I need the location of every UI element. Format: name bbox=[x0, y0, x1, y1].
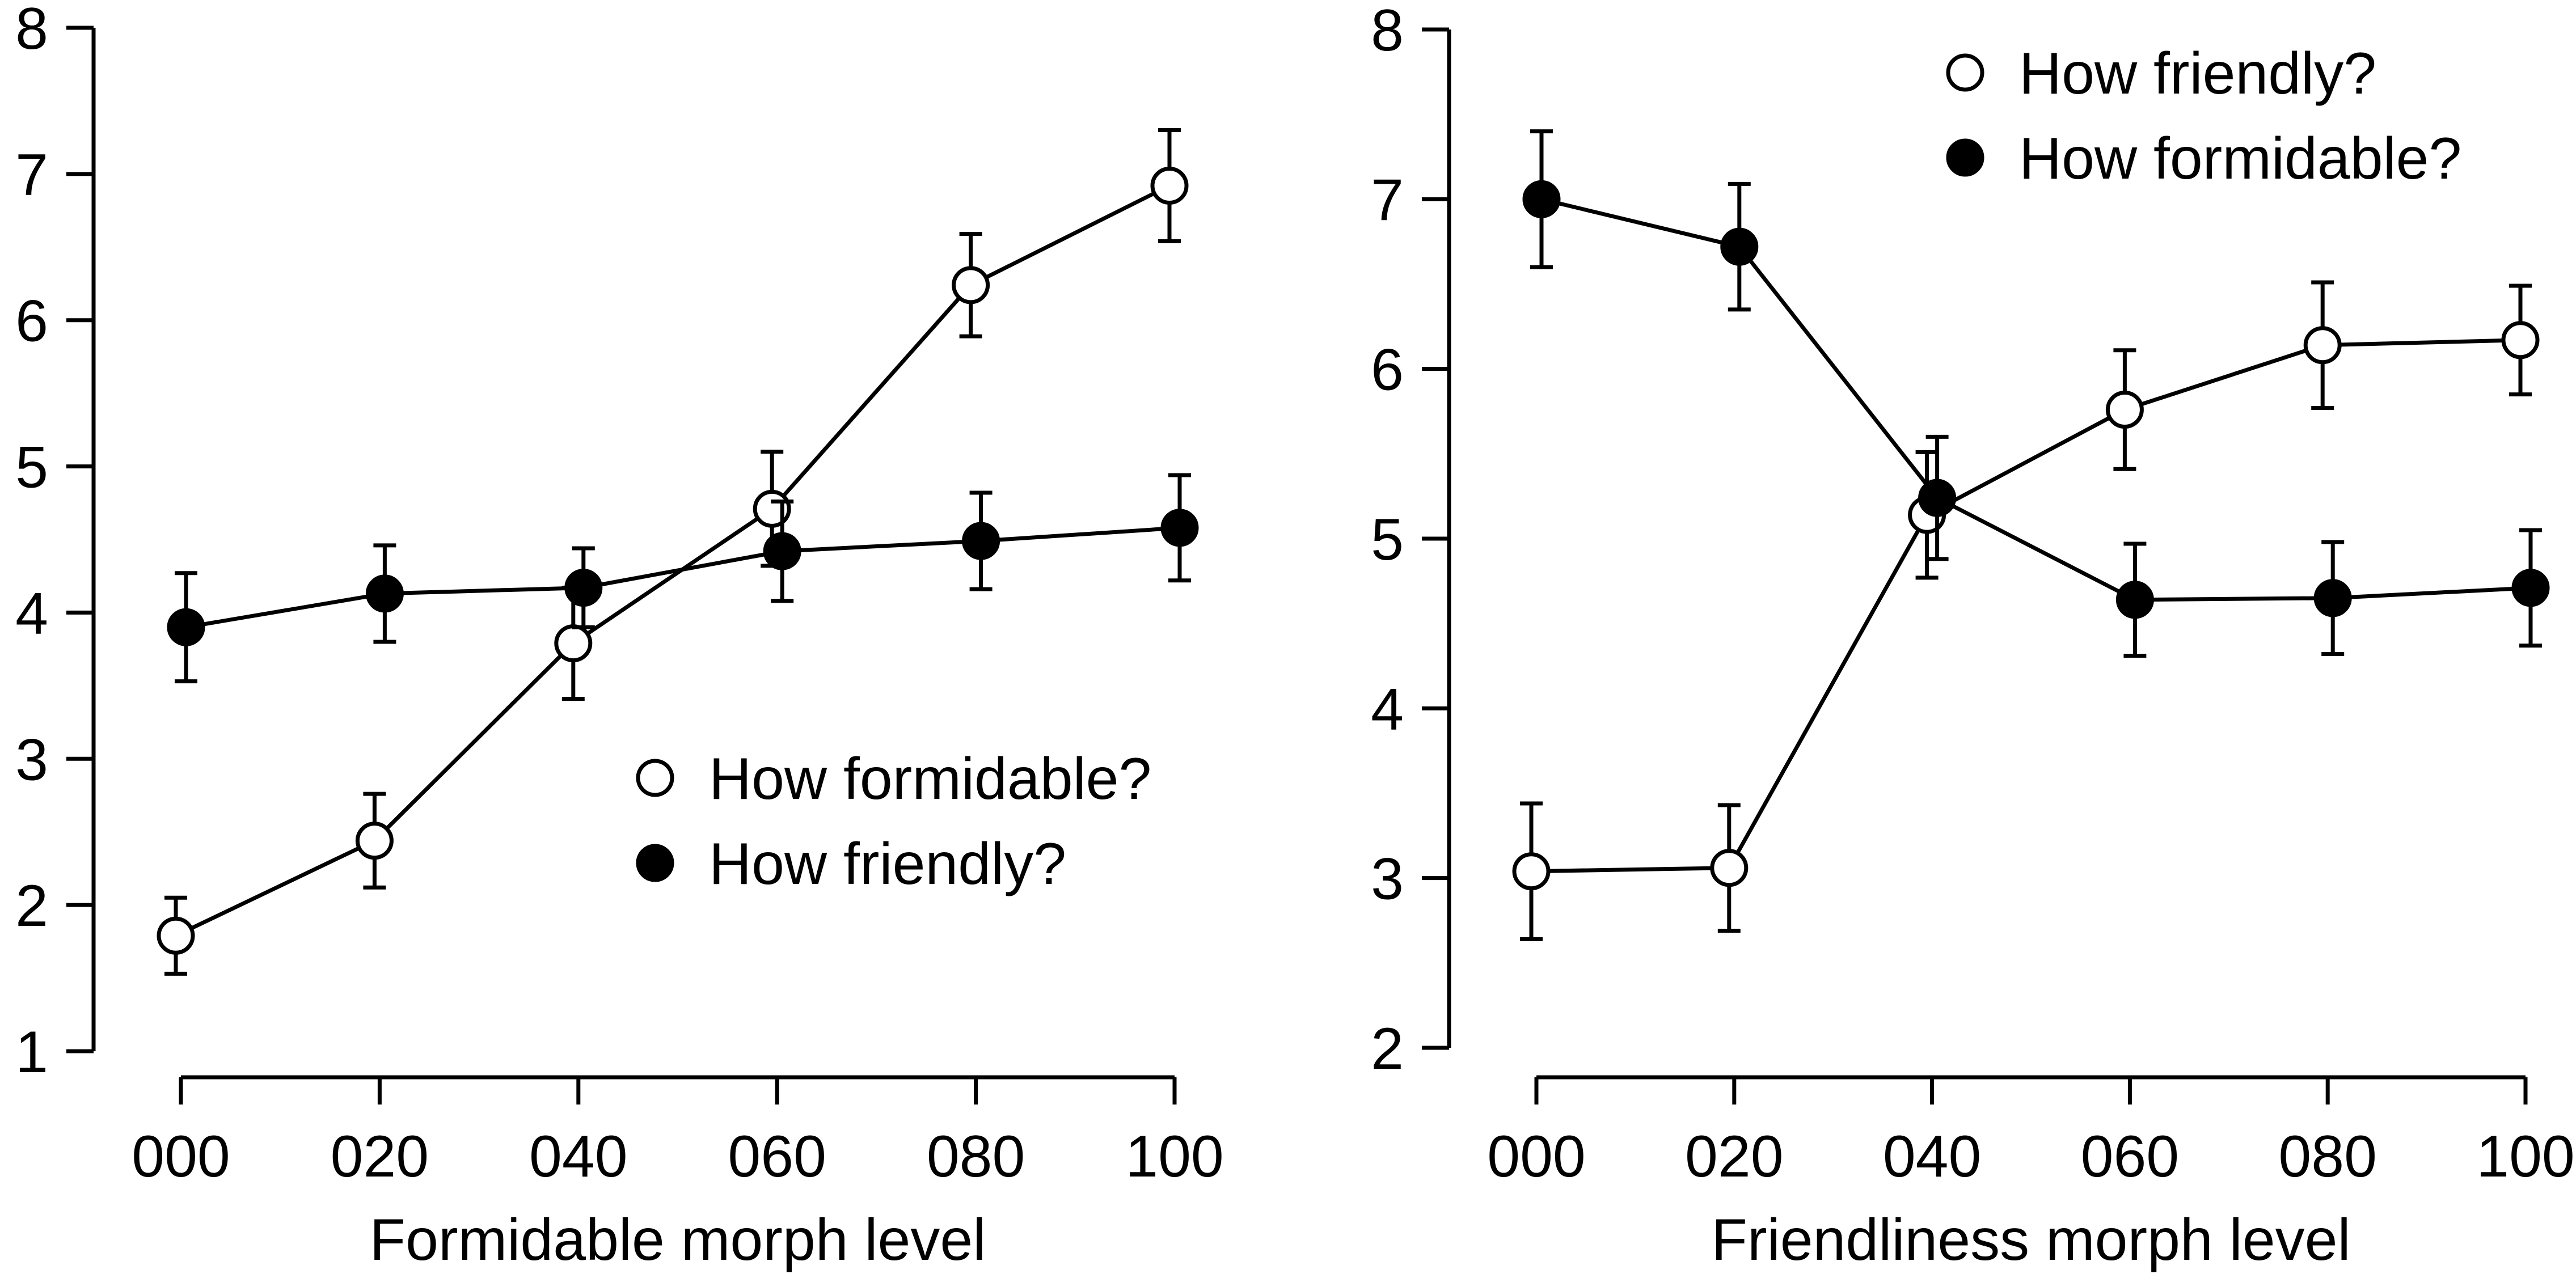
data-point bbox=[2303, 326, 2342, 365]
y-tick-label: 3 bbox=[1371, 847, 1404, 912]
data-point bbox=[554, 624, 593, 663]
series-line bbox=[1541, 197, 2531, 602]
series-filled bbox=[167, 473, 1199, 684]
data-point bbox=[1160, 509, 1199, 547]
data-point bbox=[2501, 321, 2540, 359]
series-line bbox=[185, 526, 1180, 629]
legend-label: How friendly? bbox=[709, 831, 1066, 897]
y-tick-label: 2 bbox=[1371, 1016, 1404, 1082]
y-tick-label: 2 bbox=[15, 873, 48, 939]
legend-marker bbox=[636, 844, 674, 882]
panel-2: 2 3 4 5 6 7 8 000 020 040 060 080 100 Friendliness mo… bbox=[1371, 0, 2575, 1273]
y-tick-label: 1 bbox=[15, 1019, 48, 1085]
data-point bbox=[763, 532, 801, 570]
series-line bbox=[175, 184, 1171, 938]
legend-label: How formidable? bbox=[709, 746, 1151, 812]
data-point bbox=[1522, 180, 1561, 218]
y-tick-label: 5 bbox=[15, 435, 48, 501]
y-tick-label: 8 bbox=[15, 0, 48, 62]
x-tick-label: 100 bbox=[1125, 1124, 1224, 1190]
x-tick-label: 020 bbox=[331, 1124, 429, 1190]
x-tick-label: 040 bbox=[1883, 1124, 1982, 1190]
data-point bbox=[1918, 479, 1957, 517]
series-line bbox=[1531, 338, 2521, 874]
x-tick-label: 060 bbox=[2081, 1124, 2180, 1190]
y-tick-label: 5 bbox=[1371, 507, 1404, 573]
data-point bbox=[167, 608, 205, 646]
data-point bbox=[564, 569, 603, 607]
panel-1: 1 2 3 4 5 6 7 8 000 020 040 060 080 100 Formidable mor… bbox=[15, 0, 1224, 1273]
y-tick-label: 6 bbox=[15, 289, 48, 354]
x-axis-label: Formidable morph level bbox=[370, 1207, 986, 1273]
y-tick-label: 3 bbox=[15, 727, 48, 793]
legend-label: How friendly? bbox=[2019, 41, 2376, 107]
data-point bbox=[952, 266, 990, 304]
x-axis-label: Friendliness morph level bbox=[1711, 1207, 2350, 1273]
data-point bbox=[2313, 579, 2352, 617]
y-tick-label: 8 bbox=[1371, 0, 1404, 64]
y-tick-label: 6 bbox=[1371, 337, 1404, 403]
x-tick-label: 080 bbox=[2278, 1124, 2377, 1190]
data-point bbox=[157, 916, 195, 955]
x-tick-label: 040 bbox=[529, 1124, 628, 1190]
legend-marker bbox=[1946, 138, 1984, 177]
legend-marker bbox=[636, 759, 674, 797]
y-tick-label: 4 bbox=[15, 581, 48, 646]
data-point bbox=[1512, 852, 1551, 891]
x-tick-label: 020 bbox=[1685, 1124, 1784, 1190]
x-tick-label: 000 bbox=[1487, 1124, 1586, 1190]
x-tick-label: 100 bbox=[2476, 1124, 2575, 1190]
x-tick-label: 080 bbox=[927, 1124, 1025, 1190]
series-open bbox=[1512, 280, 2540, 941]
x-tick-label: 000 bbox=[132, 1124, 230, 1190]
data-point bbox=[1720, 227, 1759, 266]
data-point bbox=[962, 522, 1000, 560]
y-tick-label: 7 bbox=[1371, 167, 1404, 233]
data-point bbox=[365, 574, 404, 613]
data-point bbox=[2115, 581, 2154, 619]
series-filled bbox=[1522, 129, 2550, 658]
y-tick-label: 7 bbox=[15, 142, 48, 208]
data-point bbox=[355, 822, 394, 860]
data-point bbox=[1710, 849, 1749, 887]
legend-marker bbox=[1946, 53, 1984, 92]
y-tick-label: 4 bbox=[1371, 676, 1404, 742]
data-point bbox=[2511, 569, 2550, 607]
data-point bbox=[2105, 391, 2144, 429]
x-tick-label: 060 bbox=[728, 1124, 826, 1190]
legend-label: How formidable? bbox=[2019, 126, 2461, 192]
data-point bbox=[1150, 166, 1189, 205]
